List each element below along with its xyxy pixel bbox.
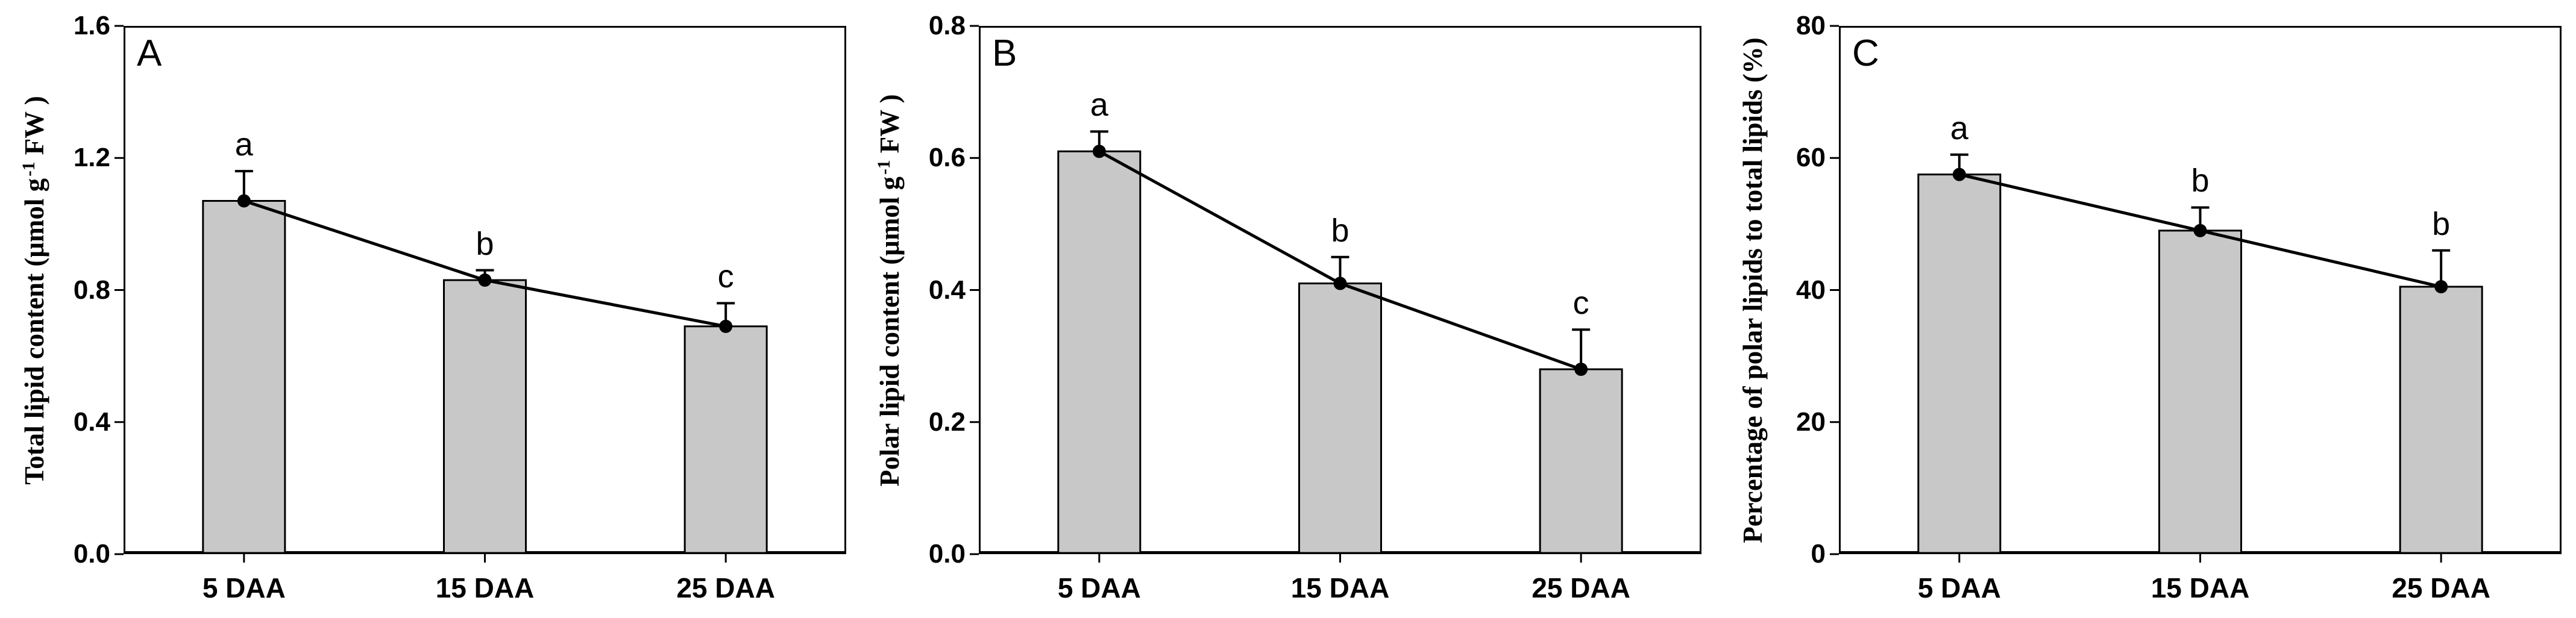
x-tick-label-5-daa: 5 DAA <box>1057 572 1141 604</box>
data-point-marker <box>237 194 251 208</box>
significance-letter-b: b <box>2191 163 2210 199</box>
significance-letter-b: b <box>2432 205 2451 242</box>
x-tick-label-15-daa: 15 DAA <box>435 572 535 604</box>
y-tick-label-0.4: 0.4 <box>928 275 966 305</box>
x-tick-label-5-daa: 5 DAA <box>202 572 286 604</box>
plot-area-c <box>1830 25 2562 563</box>
data-point-marker <box>2193 223 2207 237</box>
panel-b: Polar lipid content (μmol g-1 FW ) 0.0 0.2… <box>862 0 1718 618</box>
bar-15-daa <box>1298 282 1382 554</box>
significance-letter-c: c <box>717 258 734 295</box>
y-tick-label-0.4: 0.4 <box>73 407 110 437</box>
panel-letter-b: B <box>992 33 1017 74</box>
y-tick-label-40: 40 <box>1796 275 1826 305</box>
panel-c: Percentage of polar lipids to total lipi… <box>1718 0 2576 618</box>
x-tick-label-25-daa: 25 DAA <box>1531 572 1630 604</box>
y-tick-label-80: 80 <box>1796 11 1826 40</box>
data-point-marker <box>719 319 733 333</box>
plot-area-b <box>970 25 1701 563</box>
y-tick-label-0: 0 <box>1811 539 1826 569</box>
bar-15-daa <box>443 279 527 554</box>
bar-15-daa <box>2158 229 2242 554</box>
y-tick-label-0.0: 0.0 <box>928 539 966 569</box>
x-tick-label-5-daa: 5 DAA <box>1917 572 2001 604</box>
y-tick-label-1.6: 1.6 <box>73 11 110 40</box>
y-tick-label-60: 60 <box>1796 143 1826 173</box>
data-point-marker <box>1952 167 1966 181</box>
bar-25-daa <box>683 325 768 554</box>
panel-letter-c: C <box>1852 33 1879 74</box>
x-tick-label-15-daa: 15 DAA <box>2150 572 2250 604</box>
y-tick-label-0.2: 0.2 <box>928 407 966 437</box>
y-tick-label-0.0: 0.0 <box>73 539 110 569</box>
bar-5-daa <box>202 200 286 554</box>
bar-25-daa <box>1539 368 1623 554</box>
plot-area-a <box>115 25 846 563</box>
bar-5-daa <box>1057 150 1142 554</box>
significance-letter-a: a <box>1950 110 1968 146</box>
x-tick-label-25-daa: 25 DAA <box>2392 572 2490 604</box>
significance-letter-b: b <box>1331 212 1349 249</box>
x-tick-label-15-daa: 15 DAA <box>1290 572 1390 604</box>
y-axis-label-text: Total lipid content (μmol g <box>19 178 49 485</box>
x-tick-label-25-daa: 25 DAA <box>676 572 775 604</box>
panel-a: Total lipid content (μmol g-1 FW ) 0.0 0.4… <box>0 0 862 618</box>
y-tick-label-0.8: 0.8 <box>73 275 110 305</box>
panel-letter-a: A <box>137 33 162 74</box>
significance-letter-b: b <box>476 225 494 262</box>
data-point-marker <box>1092 145 1106 158</box>
data-point-marker <box>2434 280 2448 294</box>
y-tick-label-20: 20 <box>1796 407 1826 437</box>
significance-letter-c: c <box>1572 285 1589 322</box>
y-axis-label-text: Polar lipid content (μmol g <box>875 176 905 487</box>
bar-5-daa <box>1917 173 2002 554</box>
significance-letter-a: a <box>1090 87 1108 123</box>
y-tick-label-0.8: 0.8 <box>928 11 966 40</box>
significance-letter-a: a <box>234 126 253 163</box>
data-point-marker <box>1574 363 1588 376</box>
y-tick-label-0.6: 0.6 <box>928 143 966 173</box>
y-tick-label-1.2: 1.2 <box>73 143 110 173</box>
data-point-marker <box>478 273 492 287</box>
bar-25-daa <box>2399 286 2483 554</box>
data-point-marker <box>1333 276 1347 290</box>
